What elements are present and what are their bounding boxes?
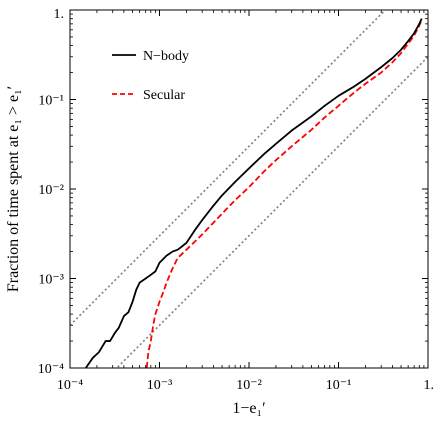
y-tick-label: 10⁻⁴	[38, 362, 64, 377]
plot-frame	[69, 9, 429, 369]
x-tick-label: 10⁻¹	[326, 378, 352, 393]
ticks-layer	[69, 9, 429, 369]
x-tick-label: 10⁻³	[147, 378, 173, 393]
tick-labels-layer: 10⁻⁴ 10⁻³ 10⁻² 10⁻¹ 1. 10⁻⁴ 10⁻³ 10⁻² 10⁻¹ 1.	[38, 7, 434, 393]
series-layer	[70, 10, 428, 368]
y-tick-label: 10⁻³	[38, 273, 64, 288]
reference-line	[70, 10, 387, 326]
y-tick-label: 10⁻¹	[38, 94, 64, 109]
legend-label-secular: Secular	[143, 88, 185, 103]
x-tick-label: 1.	[424, 378, 435, 393]
x-tick-label: 10⁻⁴	[57, 378, 83, 393]
legend: N−body Secular	[112, 49, 189, 103]
series-nbody-line	[85, 18, 423, 368]
y-tick-label: 1.	[54, 7, 65, 22]
series-secular-line	[145, 19, 423, 368]
reference-line	[115, 56, 428, 368]
legend-label-nbody: N−body	[143, 49, 189, 64]
y-tick-label: 10⁻²	[38, 183, 64, 198]
x-axis-label: 1−e₁′	[232, 400, 265, 417]
y-axis-label: Fraction of time spent at e₁ > e₁′	[5, 86, 22, 292]
x-tick-label: 10⁻²	[236, 378, 262, 393]
